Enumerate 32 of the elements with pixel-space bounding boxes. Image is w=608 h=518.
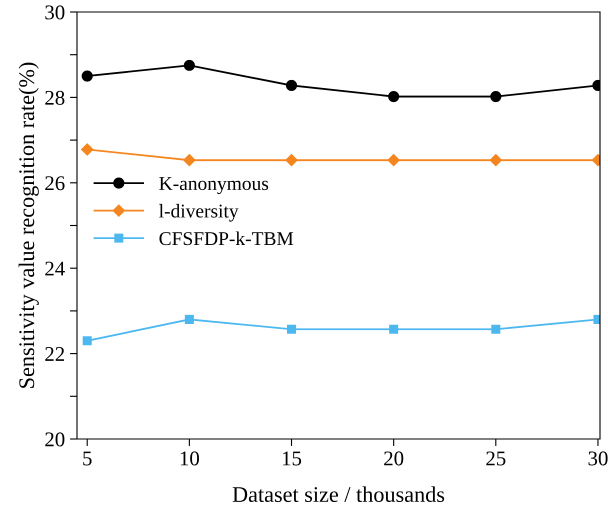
x-tick-label: 20	[384, 451, 404, 466]
x-tick-label: 5	[83, 452, 92, 466]
y-tick-label: 30	[45, 5, 64, 20]
y-tick-label: 20	[45, 432, 64, 446]
x-tick-label: 15	[282, 452, 302, 466]
point	[491, 324, 500, 334]
point	[388, 90, 400, 102]
legend-label: K-anonymous	[159, 177, 268, 194]
y-tick-label: 26	[45, 176, 65, 190]
x-axis-title: Dataset size / thousands	[232, 486, 444, 502]
point	[490, 154, 502, 166]
point	[82, 70, 93, 82]
point	[388, 154, 400, 166]
point	[184, 60, 195, 71]
legend-label: l-diversity	[159, 204, 239, 222]
y-tick-label: 24	[45, 262, 65, 276]
point	[286, 324, 296, 334]
x-tick-label: 25	[486, 451, 506, 466]
x-tick-label: 30	[588, 451, 608, 466]
y-axis-title: Sensitivity value recognition rate(%)	[18, 62, 39, 388]
point	[184, 314, 194, 324]
point	[285, 154, 298, 166]
point	[81, 143, 94, 156]
point	[286, 80, 298, 91]
point	[183, 154, 196, 166]
y-tick-label: 22	[45, 347, 64, 361]
point	[82, 336, 92, 346]
x-tick-label: 10	[180, 451, 199, 466]
point	[389, 324, 398, 334]
point	[490, 90, 502, 102]
legend-label: CFSFDP-k-TBM	[159, 231, 294, 246]
y-tick-label: 28	[45, 90, 64, 105]
